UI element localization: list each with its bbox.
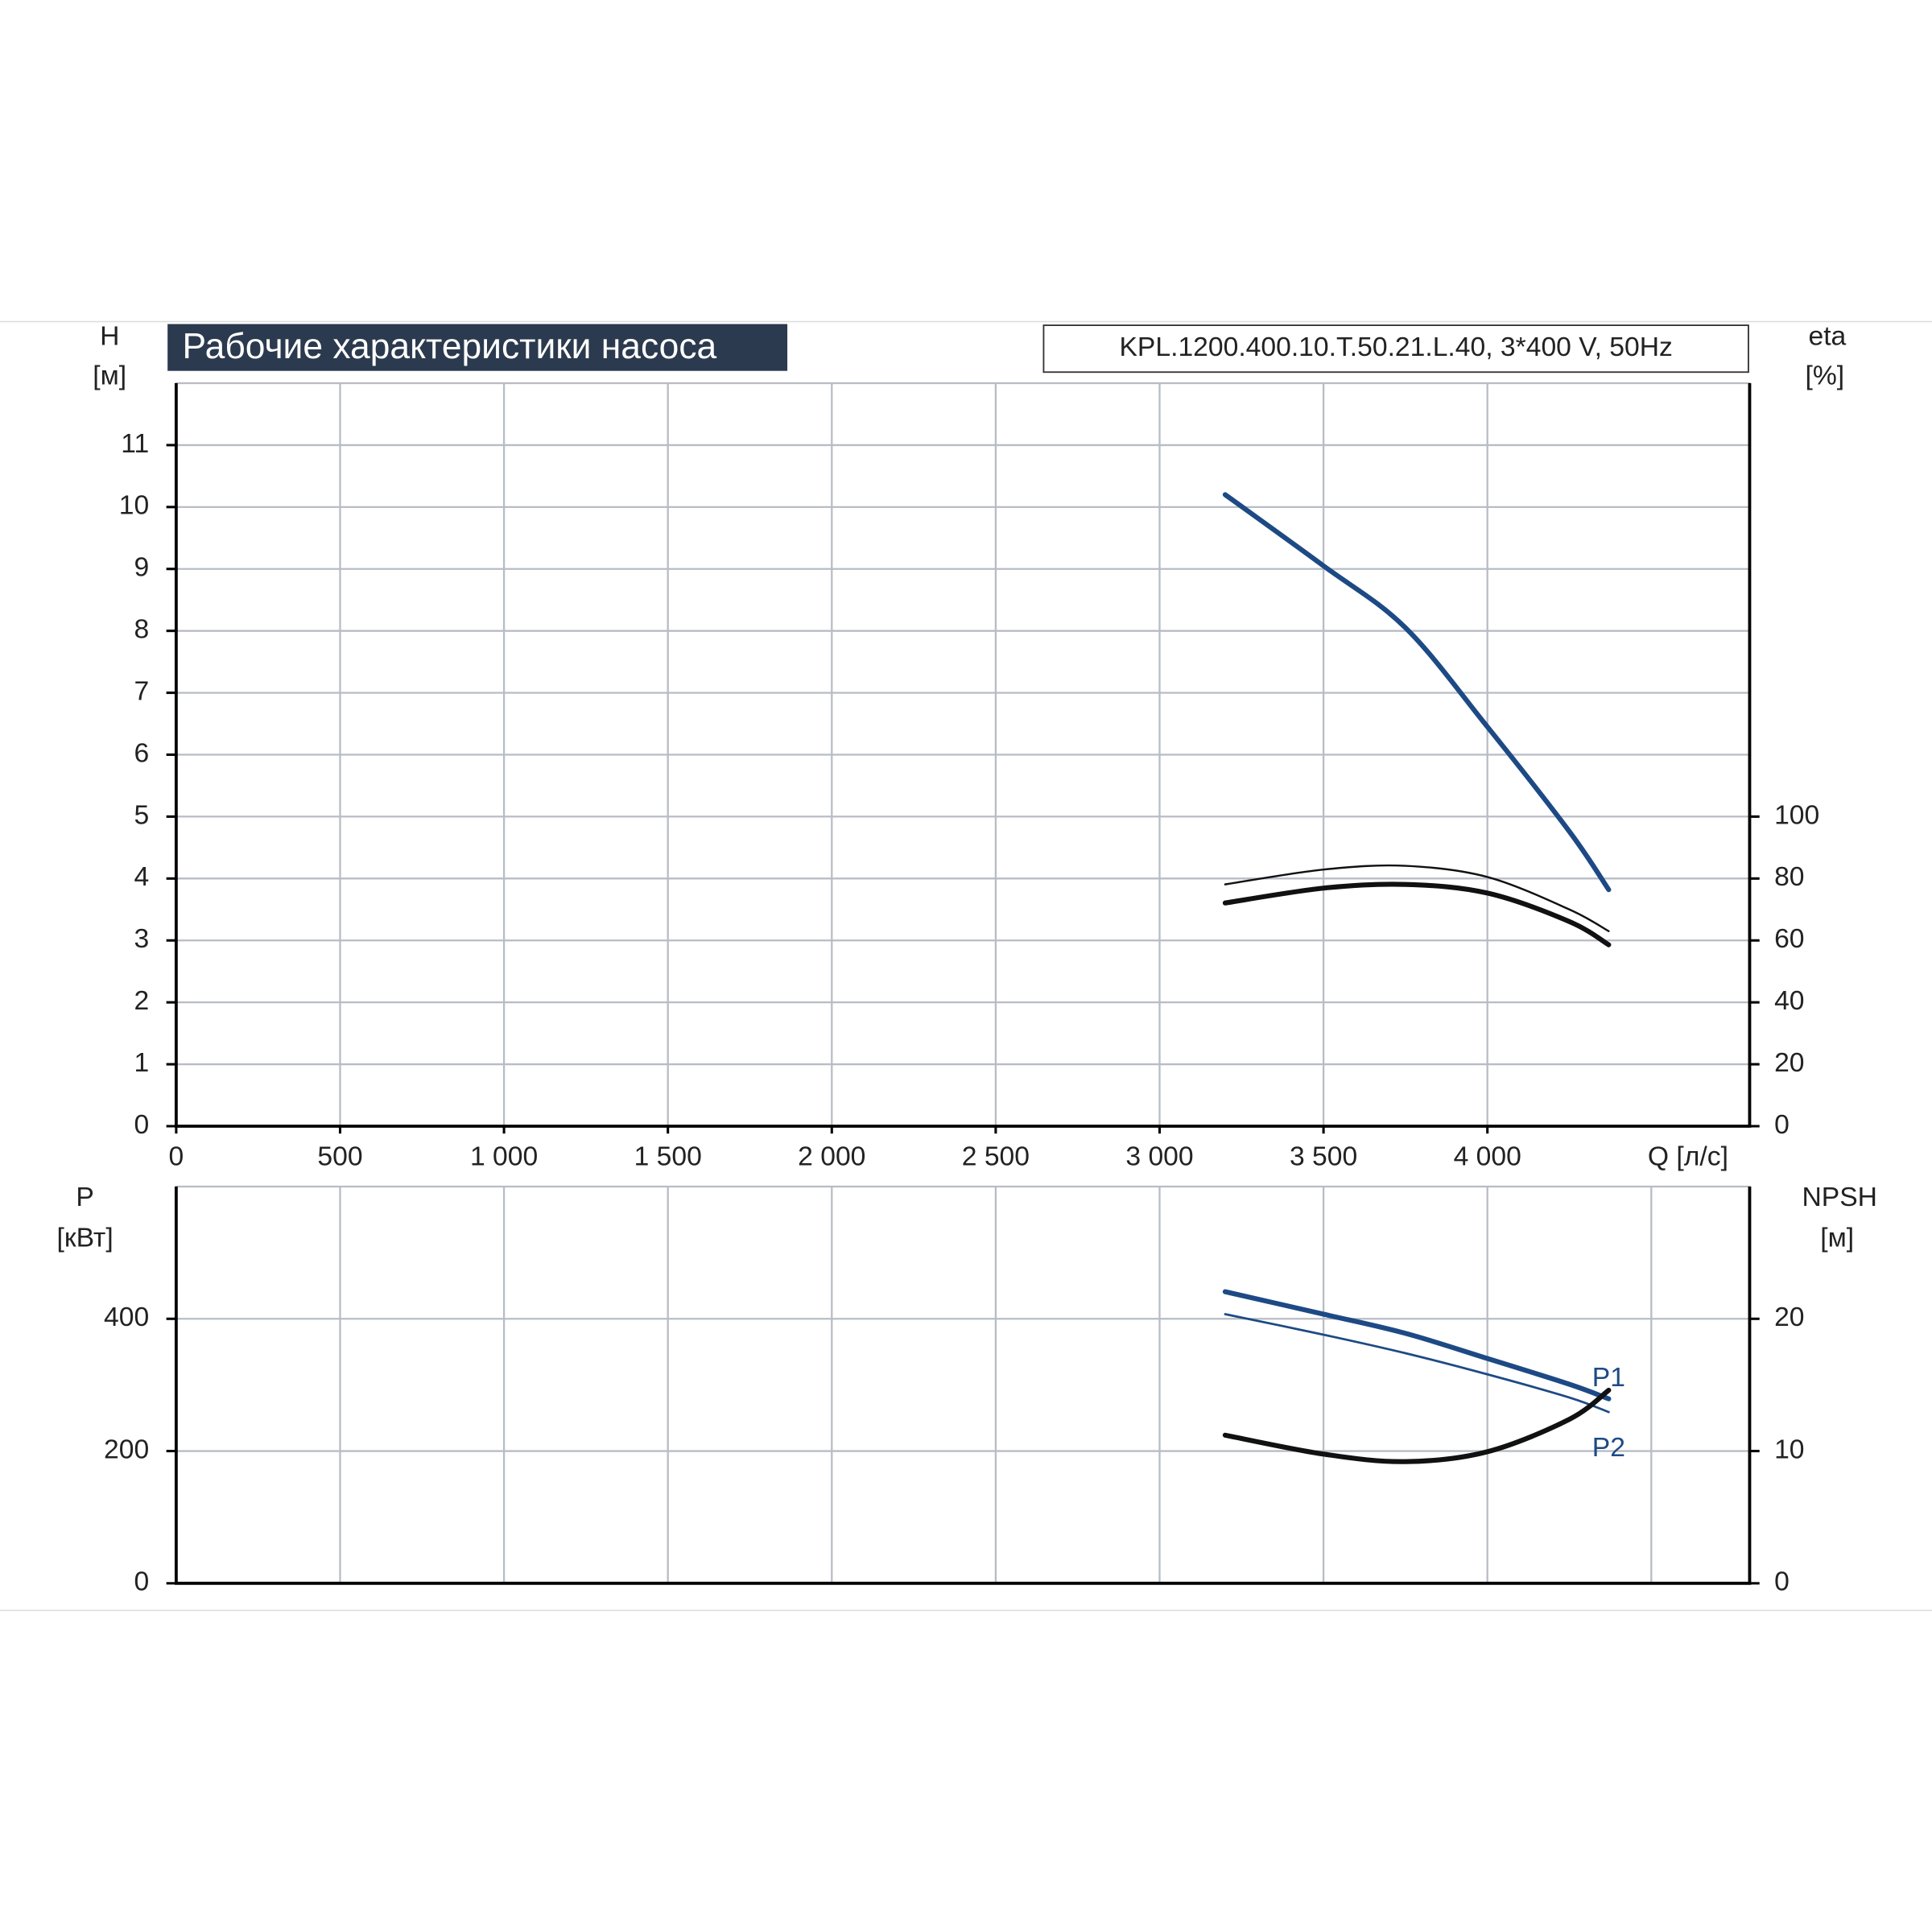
y2-label: NPSH <box>1802 1183 1877 1212</box>
y2-tick-label: 20 <box>1774 1048 1804 1078</box>
series-line <box>1224 864 1610 932</box>
x-tick-label: 4 000 <box>1454 1142 1521 1172</box>
axis <box>174 1186 1752 1585</box>
series-label: P1 <box>1592 1363 1625 1393</box>
y-tick-label: 6 <box>134 738 149 768</box>
y-tick-label: 0 <box>134 1110 149 1140</box>
series-line <box>1222 492 1612 893</box>
y2-tick-label: 0 <box>1774 1567 1790 1597</box>
y-tick-label: 4 <box>134 862 149 892</box>
x-tick-label: 1 000 <box>470 1142 538 1172</box>
model-label: KPL.1200.400.10.T.50.21.L.40, 3*400 V, 5… <box>1119 332 1672 362</box>
y-tick-label: 0 <box>134 1567 149 1597</box>
y-tick-label: 9 <box>134 553 149 583</box>
y2-tick-label: 40 <box>1774 986 1804 1016</box>
y2-unit: [%] <box>1806 361 1845 390</box>
y-tick-label: 5 <box>134 800 149 830</box>
x-label: Q [л/с] <box>1648 1142 1728 1172</box>
y-tick-label: 200 <box>104 1435 149 1464</box>
x-tick-label: 2 500 <box>962 1142 1030 1172</box>
y-tick-label: 7 <box>134 676 149 706</box>
y-label: P <box>76 1183 93 1212</box>
y2-tick-label: 60 <box>1774 924 1804 954</box>
chart-title: Рабочие характеристики насоса <box>183 327 717 366</box>
y-tick-label: 400 <box>104 1302 149 1332</box>
y-tick-label: 2 <box>134 986 149 1016</box>
plot-area <box>175 1185 1751 1584</box>
x-tick-label: 1 500 <box>634 1142 702 1172</box>
y-tick-label: 8 <box>134 615 149 645</box>
model-box <box>1042 324 1749 374</box>
x-tick-label: 3 500 <box>1290 1142 1357 1172</box>
y-tick-label: 3 <box>134 924 149 954</box>
y2-tick-label: 100 <box>1774 800 1819 830</box>
x-tick-label: 2 000 <box>798 1142 865 1172</box>
series-line <box>1222 1387 1612 1464</box>
y-unit: [кВт] <box>57 1224 114 1253</box>
series-line <box>1222 1289 1612 1402</box>
series-line <box>1222 881 1612 947</box>
y-unit: [м] <box>93 361 126 390</box>
y2-tick-label: 0 <box>1774 1110 1790 1140</box>
x-tick-label: 3 000 <box>1125 1142 1193 1172</box>
y-label: H <box>100 321 119 351</box>
x-tick-label: 500 <box>317 1142 362 1172</box>
x-tick-label: 0 <box>169 1142 184 1172</box>
y2-tick-label: 10 <box>1774 1435 1804 1464</box>
axis <box>174 383 1752 1128</box>
y-tick-label: 11 <box>121 429 149 459</box>
y2-label: eta <box>1808 321 1846 351</box>
y2-unit: [м] <box>1820 1224 1854 1253</box>
y-tick-label: 1 <box>134 1048 149 1078</box>
series-line <box>1224 1313 1610 1414</box>
y-tick-label: 10 <box>119 491 149 521</box>
y2-tick-label: 80 <box>1774 862 1804 892</box>
title-box <box>167 324 788 371</box>
y2-tick-label: 20 <box>1774 1302 1804 1332</box>
series-label: P2 <box>1592 1433 1625 1463</box>
